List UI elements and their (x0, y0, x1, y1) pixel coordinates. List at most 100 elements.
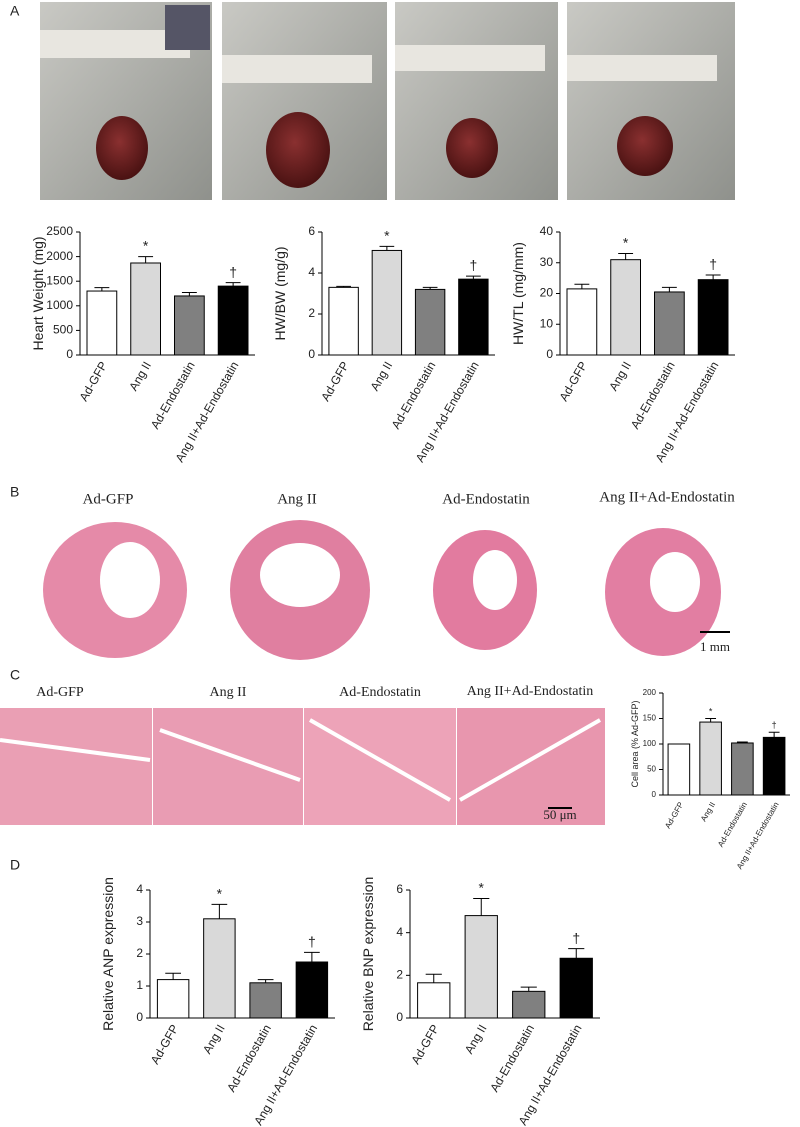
error-bar (257, 979, 274, 983)
x-tick-label: Ad-GFP (408, 1022, 442, 1067)
bar (654, 291, 685, 356)
lumen (260, 543, 340, 607)
x-tick-label: Ad-Endostatin (224, 1022, 274, 1094)
heart-photos (40, 2, 735, 200)
x-tick-label: Ang II (462, 1022, 490, 1056)
heart (446, 118, 498, 178)
significance-marker: † (572, 930, 580, 946)
error-bar (225, 282, 241, 287)
bar (566, 288, 598, 356)
significance-marker: † (772, 720, 777, 730)
panel-label: C (10, 667, 20, 683)
y-axis-label: HW/BW (mg/g) (272, 246, 288, 340)
y-tick-label: 4 (396, 925, 403, 939)
caliper (165, 5, 210, 50)
error-bar (336, 285, 351, 288)
bar (512, 990, 546, 1019)
bar (417, 982, 451, 1019)
group-label: Ad-GFP (83, 491, 134, 507)
error-bar (94, 287, 110, 292)
y-tick-label: 10 (540, 316, 554, 330)
y-tick-label: 100 (643, 739, 657, 748)
error-bar (473, 898, 490, 916)
x-tick-label: Ang II (699, 801, 717, 824)
error-bar (425, 973, 442, 983)
group-label: Ang II+Ad-Endostatin (467, 684, 594, 699)
y-tick-label: 0 (308, 347, 315, 361)
significance-marker: * (479, 880, 485, 896)
y-axis-label: Relative BNP expression (360, 877, 376, 1032)
error-bar (138, 256, 154, 263)
y-tick-label: 2500 (46, 224, 73, 238)
bar (328, 286, 359, 356)
scale-label: 50 μm (543, 807, 576, 822)
y-tick-label: 1 (136, 978, 143, 992)
x-tick-label: Ang II (606, 359, 634, 393)
significance-marker: † (308, 934, 316, 950)
panel-label: B (10, 484, 19, 500)
error-bar (379, 245, 395, 251)
y-tick-label: 0 (546, 347, 553, 361)
bar (203, 918, 236, 1019)
error-bar (466, 275, 481, 280)
y-tick-label: 2 (396, 968, 403, 982)
group-label: Ang II (277, 491, 317, 507)
heart-sections (43, 520, 721, 660)
y-tick-label: 1500 (46, 273, 73, 287)
x-tick-label: Ad-GFP (76, 359, 110, 404)
y-axis-label: Relative ANP expression (100, 877, 116, 1031)
y-axis-label: HW/TL (mg/mm) (510, 242, 526, 345)
tissue (457, 708, 605, 825)
bar (464, 915, 498, 1019)
error-bar (568, 948, 585, 959)
bar (458, 278, 489, 356)
error-bar (661, 286, 677, 292)
y-tick-label: 150 (643, 714, 657, 723)
significance-marker: † (229, 264, 237, 280)
ruler (222, 55, 372, 83)
x-tick-label: Ad-GFP (556, 359, 590, 404)
error-bar (181, 292, 197, 296)
y-tick-label: 6 (308, 224, 315, 238)
y-tick-label: 2 (136, 946, 143, 960)
significance-marker: * (709, 706, 713, 716)
y-tick-label: 20 (540, 286, 554, 300)
bar (217, 285, 249, 356)
bar (667, 743, 691, 796)
y-tick-label: 4 (308, 265, 315, 279)
error-bar (304, 951, 320, 962)
tissue (153, 708, 303, 825)
x-tick-label: Ang II (367, 359, 395, 393)
y-axis-label: Cell area (% Ad-GFP) (630, 700, 640, 787)
bar (610, 259, 641, 356)
ruler (567, 55, 717, 81)
x-tick-label: Ad-Endostatin (148, 359, 198, 431)
bar (295, 961, 329, 1019)
significance-marker: * (623, 235, 629, 251)
tissue (0, 708, 152, 825)
bar (249, 982, 282, 1019)
ruler (395, 45, 545, 71)
x-tick-label: Ad-GFP (663, 801, 685, 831)
x-tick-label: Ad-Endostatin (716, 801, 749, 849)
significance-marker: * (217, 886, 223, 902)
error-bar (736, 741, 748, 743)
histology (0, 708, 605, 825)
bar (697, 279, 729, 356)
y-tick-label: 40 (540, 224, 554, 238)
y-tick-label: 2000 (46, 249, 73, 263)
bar (156, 979, 190, 1019)
y-tick-label: 0 (66, 347, 73, 361)
significance-marker: † (469, 257, 477, 273)
x-tick-label: Ad-Endostatin (389, 359, 439, 431)
y-tick-label: 50 (647, 765, 656, 774)
group-label: Ang II (210, 685, 247, 700)
error-bar (574, 283, 590, 289)
y-tick-label: 0 (136, 1010, 143, 1024)
y-tick-label: 0 (396, 1010, 403, 1024)
bar (731, 742, 754, 796)
error-bar (211, 903, 228, 919)
y-tick-label: 3 (136, 914, 143, 928)
significance-marker: † (709, 256, 717, 272)
